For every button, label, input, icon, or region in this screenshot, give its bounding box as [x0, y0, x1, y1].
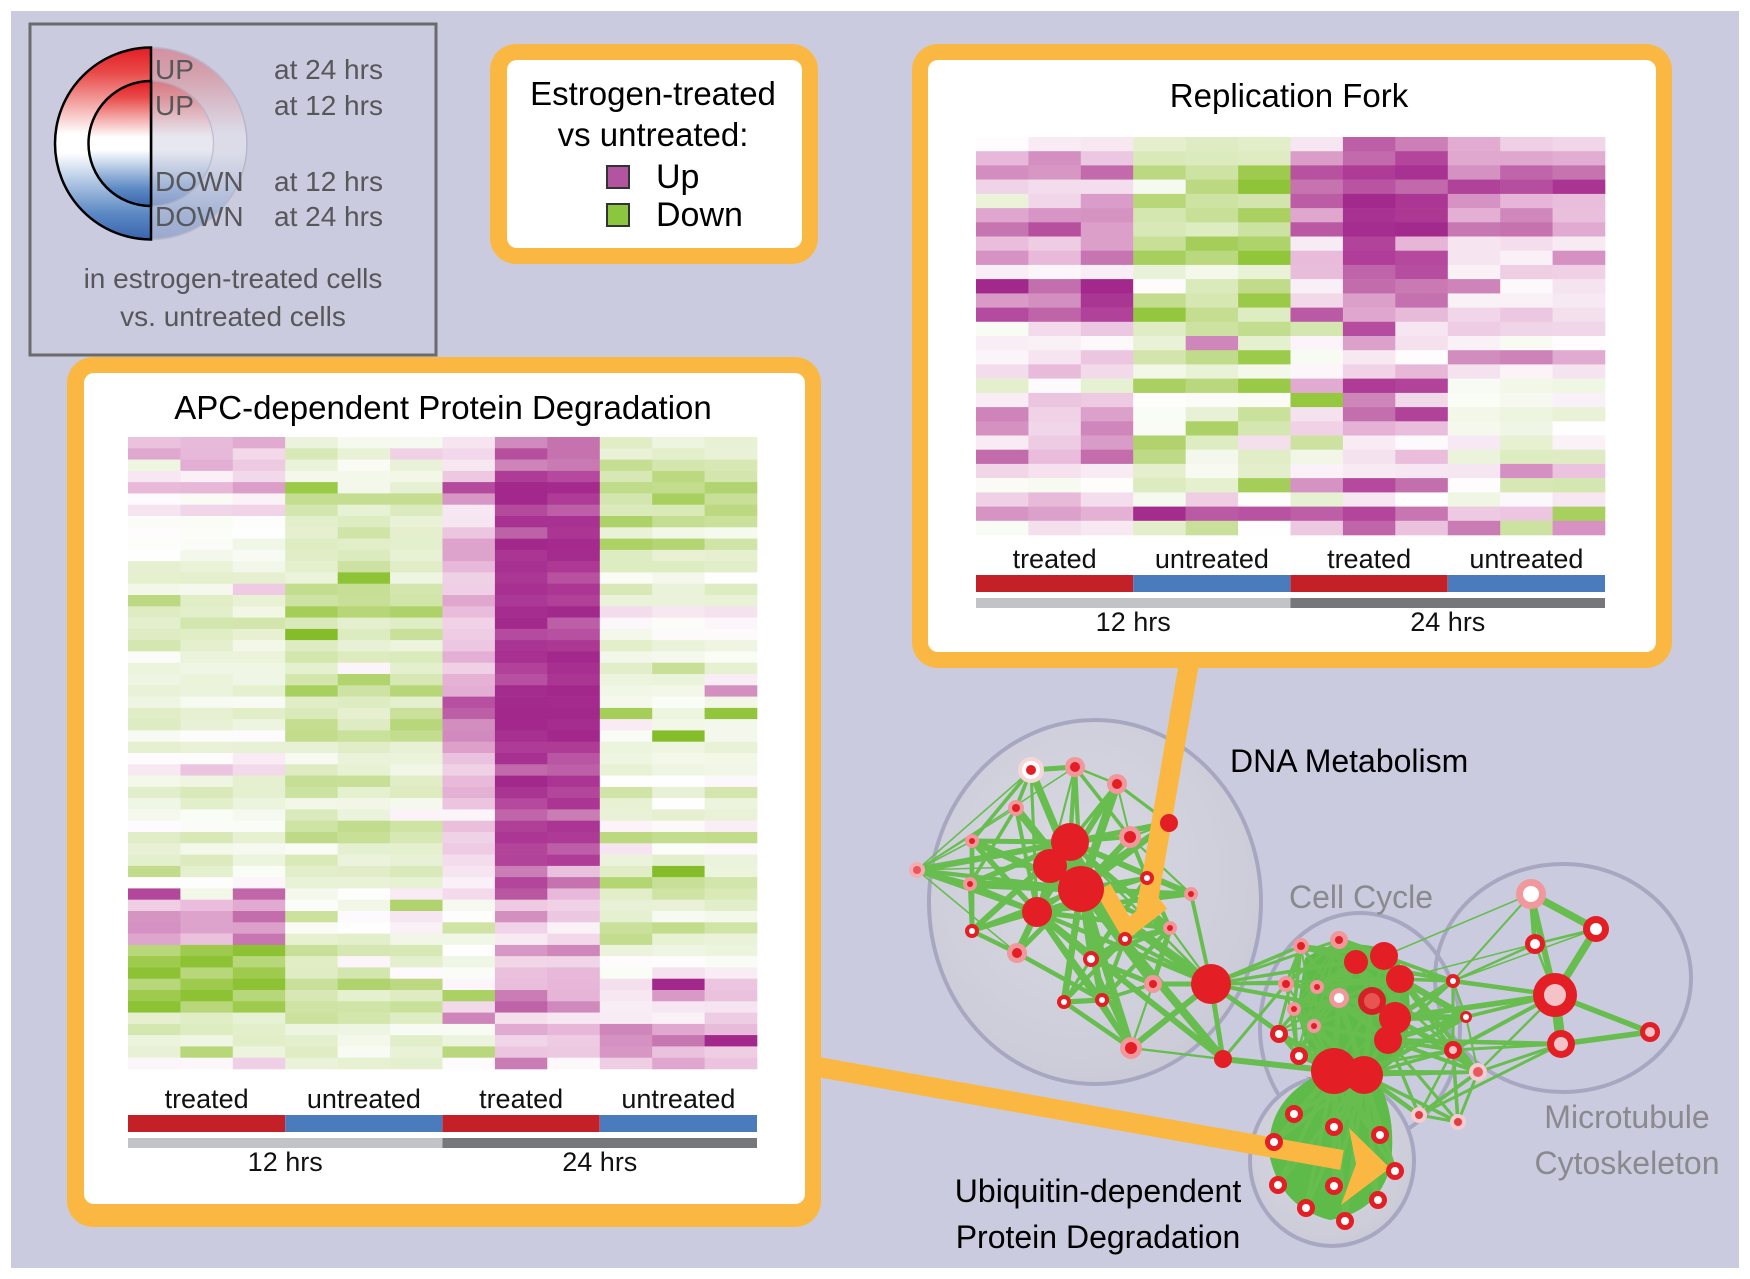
svg-text:treated: treated	[1013, 544, 1097, 574]
svg-text:12 hrs: 12 hrs	[248, 1147, 323, 1177]
svg-text:at 12 hrs: at 12 hrs	[274, 90, 383, 121]
svg-text:DNA Metabolism: DNA Metabolism	[1230, 743, 1468, 779]
svg-text:Protein Degradation: Protein Degradation	[956, 1219, 1241, 1255]
svg-text:at 24 hrs: at 24 hrs	[274, 54, 383, 85]
svg-text:DOWN: DOWN	[155, 166, 244, 197]
svg-text:Up: Up	[656, 158, 699, 196]
svg-text:UP: UP	[155, 90, 194, 121]
svg-text:24 hrs: 24 hrs	[562, 1147, 637, 1177]
svg-text:at 24 hrs: at 24 hrs	[274, 201, 383, 232]
svg-text:DOWN: DOWN	[155, 201, 244, 232]
svg-text:untreated: untreated	[1155, 544, 1269, 574]
svg-text:Estrogen-treated: Estrogen-treated	[530, 75, 776, 112]
svg-text:Down: Down	[656, 196, 743, 234]
svg-text:Replication Fork: Replication Fork	[1170, 77, 1409, 114]
svg-text:in estrogen-treated cells: in estrogen-treated cells	[84, 263, 383, 294]
svg-text:UP: UP	[155, 54, 194, 85]
svg-text:Ubiquitin-dependent: Ubiquitin-dependent	[955, 1173, 1242, 1209]
svg-text:treated: treated	[479, 1084, 563, 1114]
svg-text:12 hrs: 12 hrs	[1096, 607, 1171, 637]
svg-text:treated: treated	[1327, 544, 1411, 574]
svg-text:24 hrs: 24 hrs	[1410, 607, 1485, 637]
svg-text:Cytoskeleton: Cytoskeleton	[1535, 1145, 1720, 1181]
svg-text:vs. untreated cells: vs. untreated cells	[120, 301, 346, 332]
svg-text:untreated: untreated	[307, 1084, 421, 1114]
svg-text:Cell Cycle: Cell Cycle	[1289, 879, 1433, 915]
svg-text:treated: treated	[165, 1084, 249, 1114]
svg-text:untreated: untreated	[621, 1084, 735, 1114]
svg-text:APC-dependent Protein Degradat: APC-dependent Protein Degradation	[174, 389, 712, 426]
svg-text:at 12 hrs: at 12 hrs	[274, 166, 383, 197]
svg-text:untreated: untreated	[1469, 544, 1583, 574]
svg-text:Microtubule: Microtubule	[1544, 1099, 1709, 1135]
svg-text:vs untreated:: vs untreated:	[558, 116, 749, 153]
